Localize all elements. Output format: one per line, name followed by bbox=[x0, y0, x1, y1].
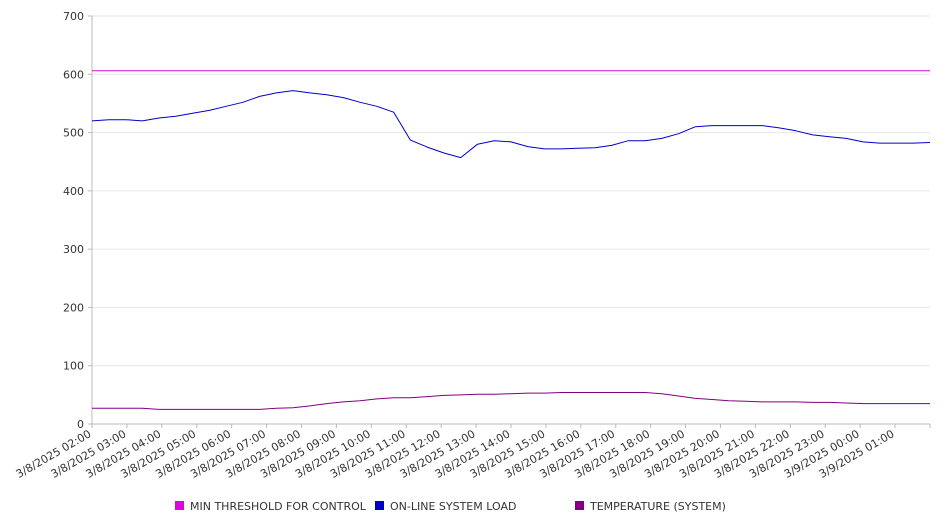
y-axis: 0 100 200 300 400 500 600 700 bbox=[63, 10, 92, 431]
legend-swatch bbox=[175, 501, 184, 510]
legend-label: ON-LINE SYSTEM LOAD bbox=[390, 500, 516, 513]
series-line-on-line-system-load bbox=[91, 90, 931, 159]
legend-swatch bbox=[375, 501, 384, 510]
y-tick-label: 400 bbox=[63, 185, 84, 198]
y-tick-label: 500 bbox=[63, 127, 84, 140]
legend-label: MIN THRESHOLD FOR CONTROL bbox=[190, 500, 367, 513]
legend: MIN THRESHOLD FOR CONTROL ON-LINE SYSTEM … bbox=[175, 500, 726, 513]
y-tick-label: 0 bbox=[77, 418, 84, 431]
y-tick-label: 300 bbox=[63, 243, 84, 256]
series-lines bbox=[91, 70, 931, 410]
y-tick-label: 100 bbox=[63, 360, 84, 373]
legend-swatch bbox=[575, 501, 584, 510]
y-tick-label: 200 bbox=[63, 301, 84, 314]
x-axis: 3/8/2025 02:003/8/2025 03:003/8/2025 04:… bbox=[14, 424, 931, 481]
grid-lines bbox=[92, 15, 930, 367]
legend-label: TEMPERATURE (SYSTEM) bbox=[589, 500, 726, 513]
y-tick-label: 700 bbox=[63, 10, 84, 23]
y-tick-label: 600 bbox=[63, 68, 84, 81]
series-line-temperature-system bbox=[92, 392, 930, 410]
